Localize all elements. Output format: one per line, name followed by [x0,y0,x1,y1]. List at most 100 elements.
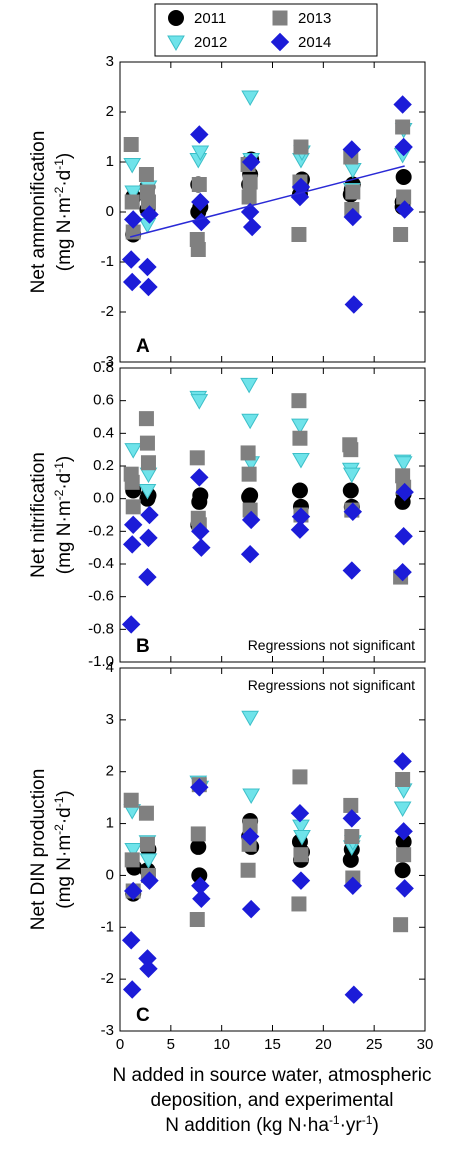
y-axis-unit-part: ·d [54,473,75,490]
y-tick-label: 0.6 [93,392,114,409]
point [344,829,360,845]
x-tick-label: 15 [264,1036,281,1053]
point [290,520,310,539]
y-tick-label: 0.2 [93,457,114,474]
point [138,411,154,427]
legend-marker [168,10,184,26]
y-axis-unit-part: (mg N·m [54,500,75,574]
point [124,881,143,901]
point [241,510,261,530]
legend-marker [270,32,290,52]
point [122,980,142,999]
point [124,194,140,210]
x-axis-label-part: N addition (kg N·ha [165,1115,329,1136]
point [342,809,362,828]
point [343,502,363,521]
point [190,394,209,410]
annotation: Regressions not significant [248,637,415,653]
point [291,871,311,890]
y-tick-label: 0.8 [93,359,114,376]
legend-label: 2012 [194,34,227,51]
y-tick-label: 0.4 [93,424,114,441]
point [124,210,143,229]
point [344,985,364,1004]
y-tick-label: -2 [101,970,114,987]
point [393,227,409,242]
point [394,527,413,546]
point [240,862,256,878]
y-axis-unit-part: ·d [54,170,75,187]
y-tick-label: 1 [106,153,114,170]
x-axis-label: deposition, and experimental [151,1090,394,1111]
y-axis-unit-part: (mg N·m [54,197,75,271]
point [191,177,207,192]
point [138,805,154,821]
point [122,272,142,292]
point [140,505,159,525]
y-tick-label: 3 [106,711,114,728]
point [242,788,261,805]
point [395,482,414,502]
x-axis-label-sup: -1 [329,1113,340,1127]
y-tick-label: 0.0 [93,490,114,507]
point [342,482,359,499]
point [291,393,307,409]
point [122,535,142,554]
point [342,140,362,159]
point [138,257,157,277]
y-axis-label: Net nitrification [28,452,49,578]
point [241,189,257,205]
point [124,185,143,202]
legend-label: 2011 [194,10,226,27]
y-axis-unit-sup: -1 [52,159,66,170]
point [344,295,364,314]
point [191,145,210,162]
regression-line [129,165,405,238]
point [394,862,411,879]
point [242,487,259,504]
point [240,827,260,846]
point [345,184,361,200]
point [343,442,359,458]
plot-frame [119,61,426,363]
y-axis-unit-part: (mg N·m [54,835,75,909]
y-tick-label: -0.2 [88,522,114,539]
point [124,515,143,535]
y-axis-unit-sup: -2 [52,186,66,197]
point [191,192,210,212]
y-axis-unit: (mg N·m-2·d-1) [52,790,75,908]
point [139,467,158,484]
point [343,163,362,179]
point [393,801,412,818]
point [393,917,409,933]
point [140,871,159,890]
x-axis-label-part: ·yr [340,1115,363,1136]
point [123,158,142,174]
legend-marker [167,35,185,52]
point [394,137,413,157]
point [394,456,413,472]
point [342,561,362,580]
point [240,445,256,461]
point [241,466,257,482]
point [242,217,262,237]
point [291,482,308,499]
point [124,843,143,859]
point [138,567,157,587]
x-axis-label: N added in source water, atmospheric [113,1065,432,1086]
point [189,450,205,466]
y-tick-label: -1.0 [88,653,114,670]
point [293,830,311,846]
y-tick-label: -0.8 [88,620,114,637]
y-tick-label: -3 [101,1022,114,1039]
point [121,931,141,950]
point [140,205,159,224]
plot-frame [119,667,426,1032]
point [292,430,308,446]
point [123,792,139,808]
y-tick-label: 3 [106,53,114,70]
plot-frame [119,367,426,663]
y-axis-unit-sup: -2 [52,824,66,835]
point [139,959,158,978]
